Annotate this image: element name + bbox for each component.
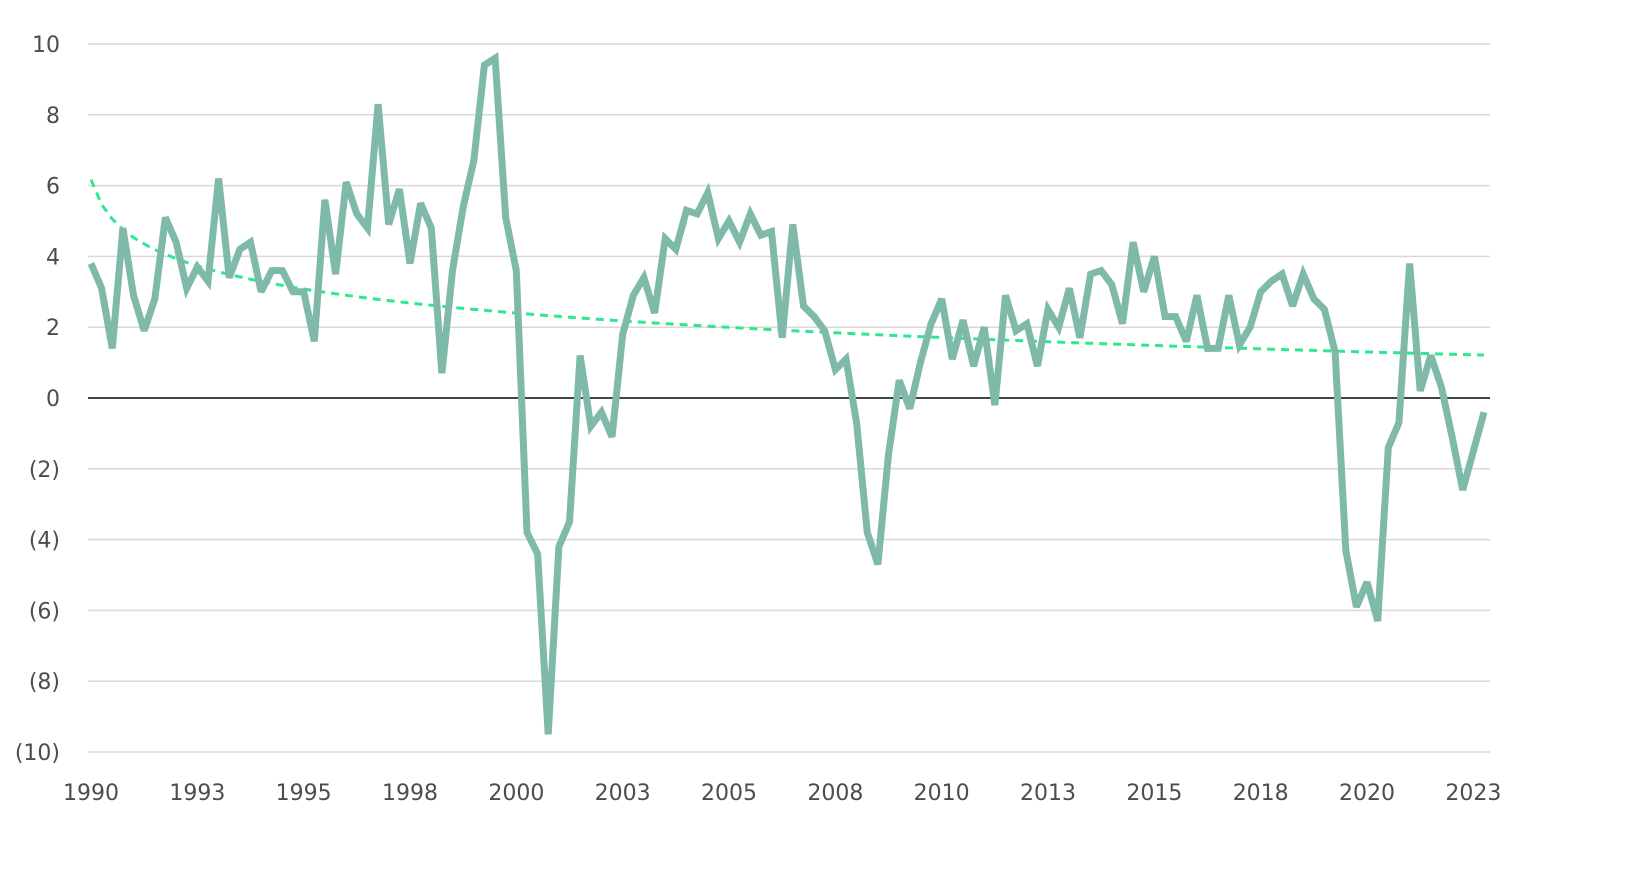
x-tick-label: 2018 (1233, 781, 1289, 806)
x-tick-label: 2010 (914, 781, 970, 806)
y-axis-tick-labels: 10 8 6 4 2 0 (2) (4) (6) (8) (10) (15, 33, 60, 766)
y-tick-label: (6) (29, 599, 60, 624)
x-tick-label: 2005 (701, 781, 757, 806)
series-line (87, 51, 1488, 735)
trendline (89, 179, 1485, 357)
y-tick-label: 10 (32, 33, 60, 58)
x-tick-label: 2008 (807, 781, 863, 806)
y-tick-label: (2) (29, 458, 60, 483)
x-tick-label: 2013 (1020, 781, 1076, 806)
x-tick-label: 2000 (488, 781, 544, 806)
y-tick-label: (4) (29, 529, 60, 554)
x-axis-tick-labels: 1990 1993 1995 1998 2000 2003 2005 2008 2010 2013… (63, 781, 1501, 806)
y-tick-label: 2 (46, 316, 60, 341)
series-group (87, 51, 1488, 735)
x-tick-label: 1993 (169, 781, 225, 806)
y-tick-label: (8) (29, 670, 60, 695)
x-tick-label: 2015 (1126, 781, 1182, 806)
y-tick-label: 0 (46, 387, 60, 412)
trendline-path (89, 179, 1485, 357)
y-tick-label: 6 (46, 175, 60, 200)
x-tick-label: 2003 (595, 781, 651, 806)
y-tick-label: 8 (46, 104, 60, 129)
x-tick-label: 1998 (382, 781, 438, 806)
x-tick-label: 2023 (1445, 781, 1501, 806)
x-tick-label: 1990 (63, 781, 119, 806)
x-tick-label: 1995 (276, 781, 332, 806)
y-tick-label: (10) (15, 741, 60, 766)
y-tick-label: 4 (46, 245, 60, 270)
x-tick-label: 2020 (1339, 781, 1395, 806)
